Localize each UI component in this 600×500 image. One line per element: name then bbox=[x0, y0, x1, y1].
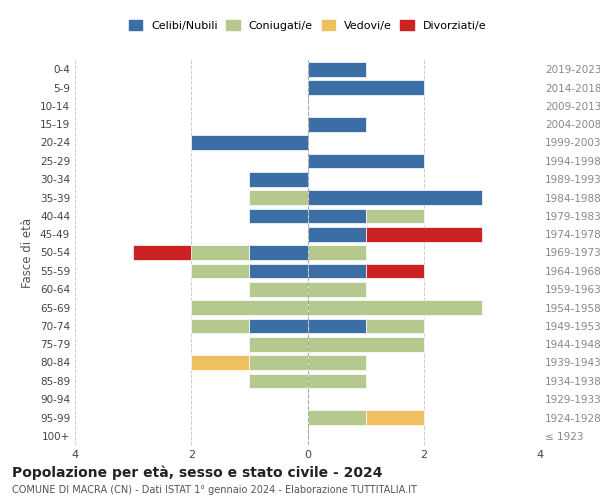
Bar bbox=[250, 318, 308, 333]
Bar bbox=[365, 264, 424, 278]
Bar bbox=[308, 62, 365, 76]
Bar bbox=[365, 208, 424, 223]
Bar bbox=[308, 80, 424, 95]
Bar bbox=[250, 374, 308, 388]
Bar bbox=[308, 374, 365, 388]
Bar bbox=[191, 264, 250, 278]
Bar bbox=[308, 117, 365, 132]
Bar bbox=[250, 208, 308, 223]
Legend: Celibi/Nubili, Coniugati/e, Vedovi/e, Divorziati/e: Celibi/Nubili, Coniugati/e, Vedovi/e, Di… bbox=[124, 16, 491, 35]
Text: Popolazione per età, sesso e stato civile - 2024: Popolazione per età, sesso e stato civil… bbox=[12, 465, 383, 479]
Y-axis label: Fasce di età: Fasce di età bbox=[22, 218, 34, 288]
Bar bbox=[365, 227, 482, 242]
Bar bbox=[250, 245, 308, 260]
Bar bbox=[365, 410, 424, 425]
Bar bbox=[308, 227, 365, 242]
Bar bbox=[191, 355, 250, 370]
Bar bbox=[308, 410, 365, 425]
Bar bbox=[133, 245, 191, 260]
Bar bbox=[191, 135, 308, 150]
Text: COMUNE DI MACRA (CN) - Dati ISTAT 1° gennaio 2024 - Elaborazione TUTTITALIA.IT: COMUNE DI MACRA (CN) - Dati ISTAT 1° gen… bbox=[12, 485, 417, 495]
Bar bbox=[250, 264, 308, 278]
Bar bbox=[308, 282, 365, 296]
Bar bbox=[308, 355, 365, 370]
Bar bbox=[308, 300, 482, 315]
Bar bbox=[250, 282, 308, 296]
Bar bbox=[365, 318, 424, 333]
Bar bbox=[308, 337, 424, 351]
Bar bbox=[250, 172, 308, 186]
Bar bbox=[191, 245, 250, 260]
Bar bbox=[308, 208, 365, 223]
Bar bbox=[250, 355, 308, 370]
Bar bbox=[308, 190, 482, 205]
Bar bbox=[308, 245, 365, 260]
Bar bbox=[191, 318, 250, 333]
Bar bbox=[250, 337, 308, 351]
Bar bbox=[308, 318, 365, 333]
Bar bbox=[308, 264, 365, 278]
Bar bbox=[308, 154, 424, 168]
Bar bbox=[250, 190, 308, 205]
Bar bbox=[191, 300, 308, 315]
